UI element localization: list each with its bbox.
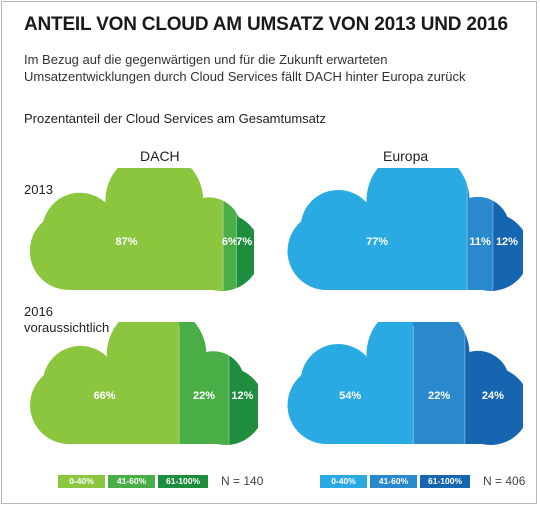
legend-item-0-40: 0-40% (320, 474, 367, 488)
cloud-segment-0-40% (30, 168, 224, 291)
legend-item-41-60: 41-60% (370, 474, 417, 488)
data-label: 6% (222, 236, 238, 248)
cloud-segment-61-100% (236, 168, 254, 291)
cloud-segment-61-100% (492, 168, 523, 291)
cloud-segment-41-60% (467, 168, 494, 291)
data-label: 11% (469, 236, 491, 248)
legend-item-0-40: 0-40% (58, 474, 105, 488)
data-label: 77% (366, 236, 388, 248)
data-label: 87% (116, 236, 138, 248)
row-label-2013: 2013 (24, 182, 53, 197)
chart-heading: Prozentanteil der Cloud Services am Gesa… (24, 111, 327, 126)
data-label: 22% (428, 390, 450, 402)
cloud-segment-0-40% (287, 168, 468, 291)
row-label-2016: 2016 voraussichtlich (24, 304, 110, 335)
figure-subtitle: Im Bezug auf die gegenwärtigen und für d… (24, 52, 466, 84)
data-label: 24% (482, 390, 504, 402)
data-label: 12% (231, 390, 253, 402)
cloud-segment-41-60% (223, 168, 237, 291)
cloud-segment-0-40% (287, 322, 414, 445)
legend-item-61-100: 61-100% (420, 474, 470, 488)
cloud-segment-41-60% (413, 322, 466, 445)
legend-dach: 0-40% 41-60% 61-100% N = 140 (58, 474, 263, 488)
column-label-dach: DACH (140, 148, 180, 164)
cloud-dach-2013: 87% 6%7% (30, 168, 254, 291)
data-label: 22% (193, 390, 215, 402)
cloud-dach-2016: 66% 22% 12% (30, 322, 258, 445)
legend-item-41-60: 41-60% (108, 474, 155, 488)
cloud-europa-2016: 54% 22% 24% (287, 322, 523, 445)
data-label: 7% (236, 236, 252, 248)
figure-title: ANTEIL VON CLOUD AM UMSATZ VON 2013 UND … (24, 14, 508, 35)
legend-item-61-100: 61-100% (158, 474, 208, 488)
column-label-europa: Europa (383, 148, 429, 164)
cloud-segment-0-40% (30, 322, 180, 445)
data-label: 66% (94, 390, 116, 402)
cloud-europa-2013: 77% 11% 12% (287, 168, 523, 291)
cloud-segment-41-60% (179, 322, 230, 445)
sample-size-dach: N = 140 (221, 474, 264, 488)
data-label: 12% (496, 236, 518, 248)
cloud-segment-61-100% (228, 322, 258, 445)
data-label: 54% (339, 390, 361, 402)
legend-europa: 0-40% 41-60% 61-100% N = 406 (320, 474, 525, 488)
cloud-segment-61-100% (464, 322, 523, 445)
sample-size-europa: N = 406 (483, 474, 526, 488)
